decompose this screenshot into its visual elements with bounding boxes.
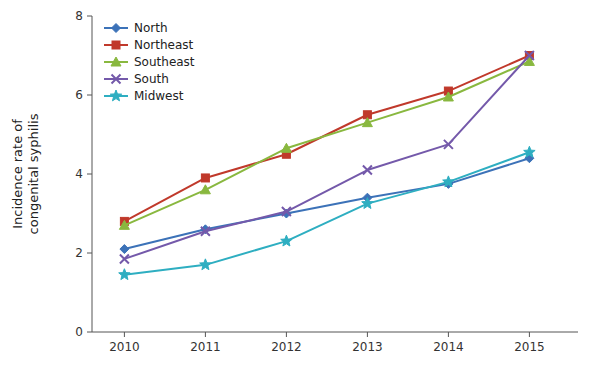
point-marker (443, 176, 454, 187)
y-tick-label: 6 (75, 88, 83, 102)
point-marker (444, 140, 453, 149)
x-tick-label: 2011 (190, 340, 221, 354)
y-axis-label: Incidence rate ofcongenital syphilis (10, 113, 41, 234)
x-tick (448, 332, 449, 337)
point-marker (120, 245, 129, 254)
y-tick-label: 8 (75, 9, 83, 23)
point-marker (362, 118, 372, 127)
y-tick (87, 174, 92, 175)
point-marker (119, 220, 129, 229)
series-line (124, 152, 529, 274)
y-tick (87, 16, 92, 17)
point-marker (200, 185, 210, 194)
x-tick (367, 332, 368, 337)
legend-marker (111, 57, 121, 66)
point-marker (281, 143, 291, 152)
axes: 2010 2011 2012 2013 2014 2015 0 2 4 6 8 (75, 9, 578, 354)
point-marker (362, 198, 373, 209)
point-marker (201, 227, 210, 236)
y-tick-label: 4 (75, 167, 83, 181)
series (120, 51, 534, 263)
x-tick-label: 2014 (433, 340, 464, 354)
background (0, 0, 600, 370)
series-line (124, 158, 529, 249)
point-marker (120, 254, 129, 263)
point-marker (119, 269, 130, 280)
chart: 2010 2011 2012 2013 2014 2015 0 2 4 6 8 Incidence r… (0, 0, 600, 370)
point-marker (524, 146, 535, 157)
plot-area (119, 51, 535, 280)
x-tick (529, 332, 530, 337)
x-tick (124, 332, 125, 337)
y-tick-label: 0 (75, 325, 83, 339)
x-tick (205, 332, 206, 337)
point-marker (282, 207, 291, 216)
x-tick-label: 2013 (352, 340, 383, 354)
series (119, 56, 534, 229)
legend-marker (112, 75, 121, 84)
x-tick-label: 2015 (514, 340, 545, 354)
point-marker (443, 92, 453, 101)
series (120, 52, 533, 226)
legend-label: South (134, 72, 169, 86)
legend-label: Southeast (134, 55, 195, 69)
y-tick (87, 95, 92, 96)
legend-marker (112, 24, 121, 33)
legend: North Northeast Southeast South Midwest (104, 21, 195, 103)
legend-label: Midwest (134, 89, 184, 103)
x-axis-line (92, 332, 578, 333)
y-tick (87, 253, 92, 254)
point-marker (200, 259, 211, 270)
y-tick (87, 332, 92, 333)
point-marker (525, 51, 534, 60)
x-tick (286, 332, 287, 337)
series-line (124, 61, 529, 225)
y-tick-label: 2 (75, 246, 83, 260)
x-tick-label: 2010 (109, 340, 140, 354)
legend-marker (112, 41, 120, 49)
legend-label: Northeast (134, 38, 194, 52)
series-line (124, 56, 529, 222)
series (119, 146, 535, 279)
legend-label: North (134, 21, 168, 35)
point-marker (363, 166, 372, 175)
legend-marker (110, 90, 121, 101)
point-marker (201, 174, 209, 182)
point-marker (281, 235, 292, 246)
x-tick-label: 2012 (271, 340, 302, 354)
series-line (124, 56, 529, 259)
